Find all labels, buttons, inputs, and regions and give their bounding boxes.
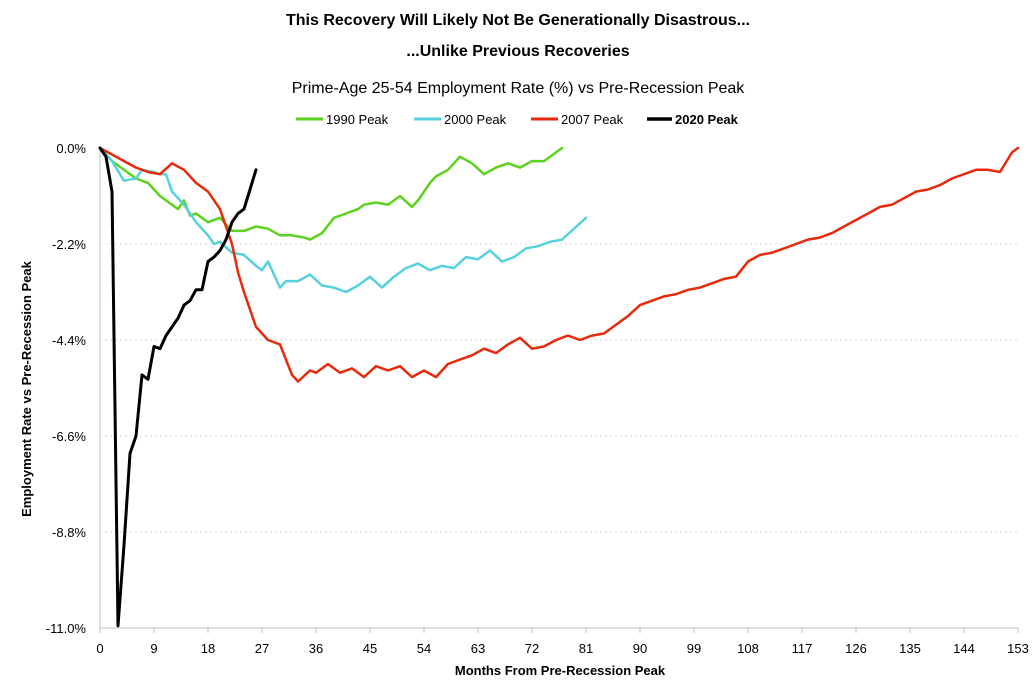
x-tick-label: 72 [525,641,539,656]
legend-label: 2007 Peak [561,112,624,127]
x-tick-label: 9 [150,641,157,656]
x-tick-label: 126 [845,641,867,656]
legend-item: 2020 Peak [647,112,739,127]
series-lines [98,146,1020,628]
y-tick-label: -8.8% [52,525,86,540]
x-tick-label: 99 [687,641,701,656]
chart-title: This Recovery Will Likely Not Be Generat… [286,12,750,29]
legend-item: 2007 Peak [531,112,624,127]
chart-subtitle: Prime-Age 25-54 Employment Rate (%) vs P… [292,80,746,97]
x-tick-label: 45 [363,641,377,656]
x-tick-label: 153 [1007,641,1029,656]
legend-item: 1990 Peak [296,112,389,127]
legend-label: 1990 Peak [326,112,389,127]
x-tick-label: 108 [737,641,759,656]
x-tick-label: 63 [471,641,485,656]
y-tick-label: -11.0% [46,621,87,636]
y-tick-label: -6.6% [52,429,86,444]
x-tick-label: 135 [899,641,921,656]
y-tick-label: -4.4% [52,333,86,348]
x-tick-label: 27 [255,641,269,656]
axes [99,148,1019,633]
x-tick-label: 144 [953,641,975,656]
legend-item: 2000 Peak [414,112,507,127]
y-tick-label: -2.2% [52,237,86,252]
y-tick-label: 0.0% [56,141,86,156]
legend: 1990 Peak 2000 Peak 2007 Peak 2020 Peak [296,112,739,127]
y-axis-title: Employment Rate vs Pre-Recession Peak [19,260,34,517]
series-line-2000-peak [98,146,588,294]
x-tick-label: 54 [417,641,431,656]
x-tick-label: 36 [309,641,323,656]
legend-label: 2000 Peak [444,112,507,127]
y-tick-labels: 0.0% -2.2% -4.4% -6.6% -8.8% -11.0% [46,141,87,636]
x-tick-label: 90 [633,641,647,656]
series-line-2020-peak [98,146,258,628]
x-tick-label: 81 [579,641,593,656]
gridlines [100,243,1018,533]
x-tick-label: 117 [792,641,813,656]
series-line-2007-peak [98,146,1020,383]
x-tick-label: 0 [96,641,103,656]
legend-label: 2020 Peak [675,112,739,127]
series-line-1990-peak [98,146,564,241]
x-tick-labels: 0 9 18 27 36 45 54 63 72 81 90 99 108 117 126 135 144 153 [96,641,1028,656]
chart-title-line2: ...Unlike Previous Recoveries [406,43,629,60]
x-tick-label: 18 [201,641,215,656]
x-axis-title: Months From Pre-Recession Peak [455,663,666,678]
